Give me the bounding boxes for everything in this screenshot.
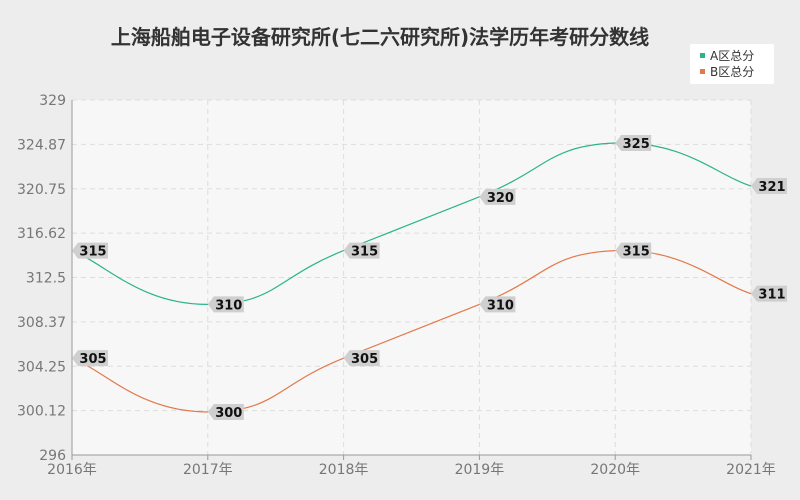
data-label: 310 (479, 296, 516, 313)
data-label-text: 305 (79, 352, 106, 367)
legend-entry: B区总分 (710, 65, 754, 79)
x-tick-label: 2018年 (319, 462, 369, 478)
data-label-tag (343, 350, 380, 367)
data-label: 321 (751, 178, 787, 195)
x-tick-label: 2016年 (47, 462, 97, 478)
plot-background (72, 100, 751, 455)
x-tick-label: 2017年 (183, 462, 233, 478)
y-tick-label: 312.5 (26, 271, 66, 287)
legend-swatch (700, 69, 705, 74)
x-tick-label: 2021年 (726, 462, 776, 478)
data-label-tag (615, 242, 652, 259)
y-tick-label: 329 (39, 93, 66, 109)
data-label-tag (207, 403, 244, 420)
legend-entry: A区总分 (710, 49, 754, 63)
y-tick-label: 296 (39, 448, 66, 464)
plot-area: 296 300.12 304.25 308.37 312.5 316.62 320.75 32… (17, 93, 787, 478)
legend: A区总分 B区总分 (690, 44, 774, 84)
data-label-tag (751, 285, 787, 302)
data-label-tag (479, 296, 516, 313)
data-label: 310 (207, 296, 244, 313)
data-label: 300 (207, 403, 244, 421)
data-label-text: 315 (351, 245, 378, 260)
data-label: 320 (479, 188, 516, 206)
data-label-text: 315 (79, 245, 106, 260)
y-tick-label: 316.62 (17, 226, 66, 242)
y-tick-label: 300.12 (17, 404, 66, 420)
data-label-tag (615, 135, 652, 152)
data-label-tag (72, 242, 108, 259)
data-label-text: 325 (623, 137, 650, 152)
data-label: 305 (72, 350, 108, 367)
y-tick-label: 320.75 (17, 182, 66, 198)
data-label-text: 305 (351, 352, 378, 367)
data-label-tag (207, 296, 244, 313)
data-label-text: 311 (758, 288, 785, 303)
data-label: 305 (343, 350, 380, 367)
y-tick-label: 308.37 (17, 315, 66, 331)
y-tick-label: 304.25 (17, 359, 66, 375)
data-label-text: 320 (487, 191, 514, 206)
data-label-text: 300 (215, 406, 242, 421)
data-label-text: 321 (758, 180, 785, 195)
x-tick-label: 2020年 (590, 462, 640, 478)
data-label: 315 (615, 242, 652, 260)
data-label: 325 (615, 135, 652, 152)
legend-swatch (700, 53, 705, 58)
data-label-tag (72, 350, 108, 367)
data-label: 315 (343, 242, 380, 260)
data-label-tag (751, 178, 787, 195)
data-label: 315 (72, 242, 108, 260)
data-label: 311 (751, 285, 787, 303)
legend-box (690, 44, 774, 84)
y-tick-label: 324.87 (17, 137, 66, 153)
data-label-text: 310 (215, 298, 242, 313)
data-label-text: 315 (623, 245, 650, 260)
data-label-tag (343, 242, 380, 259)
data-label-text: 310 (487, 298, 514, 313)
chart-title: 上海船舶电子设备研究所(七二六研究所)法学历年考研分数线 (111, 25, 649, 49)
data-label-tag (479, 188, 516, 205)
x-tick-label: 2019年 (455, 462, 505, 478)
